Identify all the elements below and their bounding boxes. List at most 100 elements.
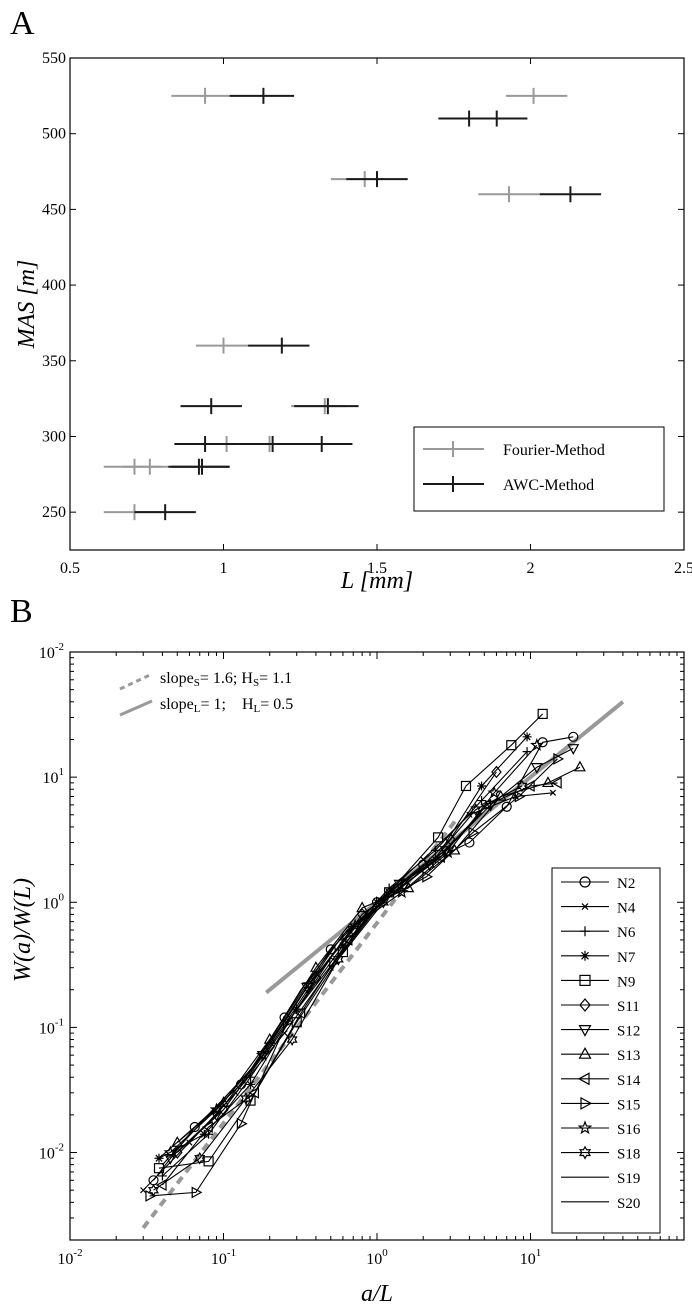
data-point-marker (325, 944, 336, 955)
data-point-marker (286, 1033, 298, 1046)
data-point-marker (356, 901, 369, 913)
data-point-marker (402, 881, 415, 893)
panel-a-legend-box (413, 426, 665, 512)
panel-b-reference-lines (141, 700, 625, 1230)
legend-label-fourier: Fourier-Method (503, 442, 605, 459)
legend-marker (577, 1072, 590, 1086)
panel-b-legend: N2 N4 N6 N7 N9 S11 S12 S13 S14 S15 S16 S18 S19 S20 (551, 867, 661, 1234)
data-point-marker (155, 1179, 167, 1191)
series-s20 (158, 812, 482, 1159)
annotation-slope-s: slopeS= 1.6; HS= 1.1 (160, 670, 292, 689)
legend-marker (579, 998, 591, 1012)
legend-marker (578, 1024, 592, 1037)
legend-marker (579, 974, 591, 987)
panel-a-xtick-label: 2.5 (674, 560, 692, 577)
panel-a-point (174, 436, 239, 453)
legend-marker (577, 1120, 593, 1135)
data-point-marker (516, 779, 528, 793)
data-point-marker (387, 882, 399, 894)
data-point-marker (302, 977, 316, 991)
panel-a: A 0.5 1 1.5 2 2.5 250 300 350 400 450 500 550 L [mm… (10, 5, 692, 594)
series-s15 (145, 752, 565, 1202)
data-point-marker (573, 760, 586, 772)
legend-label: S13 (617, 1048, 640, 1064)
data-point-marker (199, 1129, 209, 1139)
legend-label: S11 (617, 999, 640, 1015)
panel-b-ytick-label: 10-1 (39, 1016, 64, 1037)
data-point-marker (480, 798, 492, 811)
data-point-marker (140, 1187, 147, 1194)
legend-marker (580, 926, 590, 937)
panel-a-point (346, 171, 408, 188)
series-s14 (155, 776, 562, 1191)
legend-item-n2: N2 (561, 876, 635, 892)
legend-item-s19: S19 (561, 1171, 640, 1187)
legend-marker (580, 1096, 593, 1110)
panel-b: B 10-2 10-1 100 101 10-2 10-1 100 101 10-2 slope… (10, 593, 685, 1307)
data-point-marker (301, 982, 313, 994)
legend-item-s11: S11 (561, 998, 640, 1015)
legend-marker (581, 903, 589, 911)
legend-label: N7 (617, 950, 636, 966)
data-point-marker (201, 1121, 213, 1133)
series-s18 (147, 779, 528, 1197)
data-point-marker (341, 933, 353, 946)
legend-label: S19 (617, 1171, 640, 1187)
data-point-marker (348, 918, 362, 932)
legend-label: S14 (617, 1073, 641, 1089)
legend-item-n9: N9 (561, 974, 635, 990)
panel-a-error-bars (103, 87, 602, 521)
panel-a-point (505, 87, 568, 104)
legend-label: S20 (617, 1196, 640, 1212)
panel-a-ticks: 0.5 1 1.5 2 2.5 250 300 350 400 450 500 550 (42, 50, 692, 577)
panel-a-point (195, 337, 249, 354)
legend-item-s13: S13 (561, 1046, 640, 1064)
series-line (169, 747, 574, 1159)
legend-item-n4: N4 (561, 901, 636, 917)
legend-label: N6 (617, 925, 636, 941)
panel-a-point (248, 337, 310, 354)
legend-label: S18 (617, 1147, 640, 1163)
data-point-marker (163, 1145, 178, 1159)
legend-marker (578, 1145, 592, 1160)
panel-a-xtick-label: 0.5 (60, 560, 80, 577)
data-point-marker (147, 1183, 160, 1197)
panel-a-point (134, 504, 196, 521)
data-point-marker (523, 780, 535, 792)
data-point-marker (246, 1079, 256, 1089)
panel-a-point (171, 458, 230, 475)
annotation-dashed-sample (119, 672, 153, 691)
annotation-slope-l: slopeL= 1; HL= 0.5 (160, 696, 293, 715)
panel-b-ytick-label: 100 (43, 891, 65, 912)
series-line (176, 766, 581, 1144)
panel-a-point (469, 110, 528, 127)
legend-marker (580, 950, 590, 961)
panel-b-annotation: slopeS= 1.6; HS= 1.1 slopeL= 1; HL= 0.5 (119, 670, 293, 717)
legend-label: N9 (617, 974, 635, 990)
legend-item-s12: S12 (561, 1024, 640, 1040)
data-point-marker (530, 763, 543, 774)
panel-b-label: B (10, 593, 33, 630)
data-point-marker (332, 952, 344, 966)
panel-b-legend-box (551, 867, 661, 1234)
annotation-solid-sample (119, 699, 153, 717)
data-point-marker (393, 879, 406, 891)
legend-item-n6: N6 (561, 925, 636, 941)
legend-label: S16 (617, 1122, 641, 1138)
data-point-marker (236, 1117, 248, 1130)
data-point-marker (491, 765, 502, 779)
panel-a-point (171, 87, 230, 104)
panel-a-point (294, 398, 359, 415)
panel-b-ticks: 10-2 10-1 100 101 10-2 10-1 100 101 10-2 (39, 641, 684, 1268)
legend-item-s16: S16 (561, 1120, 641, 1138)
data-point-marker (377, 895, 389, 909)
panel-a-xtick-label: 1 (220, 560, 228, 577)
panel-b-xtick-label: 10-1 (211, 1247, 236, 1268)
legend-item-s15: S15 (561, 1096, 640, 1113)
legend-item-s14: S14 (561, 1072, 641, 1089)
legend-marker (579, 876, 591, 888)
panel-a-label: A (10, 5, 35, 42)
panel-a-ylabel: MAS [m] (14, 260, 40, 350)
legend-marker (578, 1046, 592, 1059)
panel-b-series (140, 708, 586, 1202)
